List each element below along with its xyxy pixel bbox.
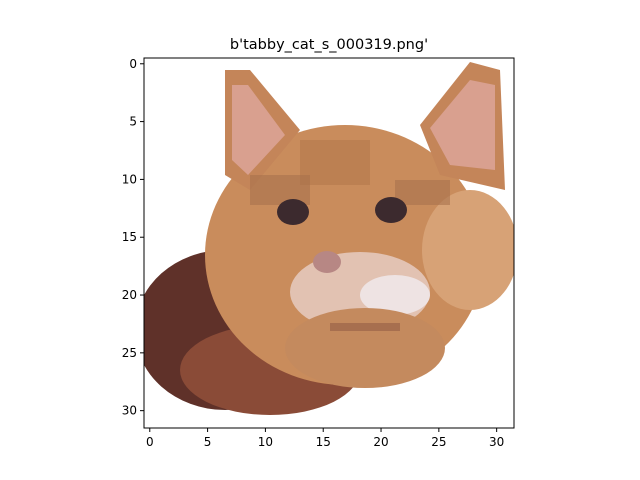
axes-frame [143, 57, 515, 429]
y-tick-label: 25 [122, 346, 137, 360]
forehead-stripe [300, 140, 370, 185]
x-tick-label: 10 [258, 435, 273, 449]
x-tick-label: 20 [373, 435, 388, 449]
x-axis: 0 5 10 15 20 25 30 [146, 428, 504, 449]
forehead-stripe [250, 175, 310, 205]
y-axis: 0 5 10 15 20 25 30 [122, 57, 144, 418]
right-cheek [422, 190, 514, 310]
figure-title: b'tabby_cat_s_000319.png' [230, 37, 428, 53]
y-tick-label: 5 [129, 115, 137, 129]
y-tick-label: 10 [122, 172, 137, 186]
left-ear-inner [232, 85, 285, 175]
x-tick-label: 25 [431, 435, 446, 449]
y-tick-label: 15 [122, 230, 137, 244]
x-tick-label: 0 [146, 435, 154, 449]
y-tick-label: 30 [122, 404, 137, 418]
x-tick-label: 5 [204, 435, 212, 449]
right-eye [375, 197, 407, 223]
mouth [330, 323, 400, 331]
forehead-stripe [395, 180, 450, 205]
x-tick-label: 15 [316, 435, 331, 449]
chin [285, 308, 445, 388]
y-tick-label: 20 [122, 288, 137, 302]
x-tick-label: 30 [489, 435, 504, 449]
muzzle-white [360, 275, 430, 315]
y-tick-label: 0 [129, 57, 137, 71]
nose [313, 251, 341, 273]
right-ear-inner [430, 80, 495, 170]
left-eye [277, 199, 309, 225]
cat-image [144, 58, 514, 428]
